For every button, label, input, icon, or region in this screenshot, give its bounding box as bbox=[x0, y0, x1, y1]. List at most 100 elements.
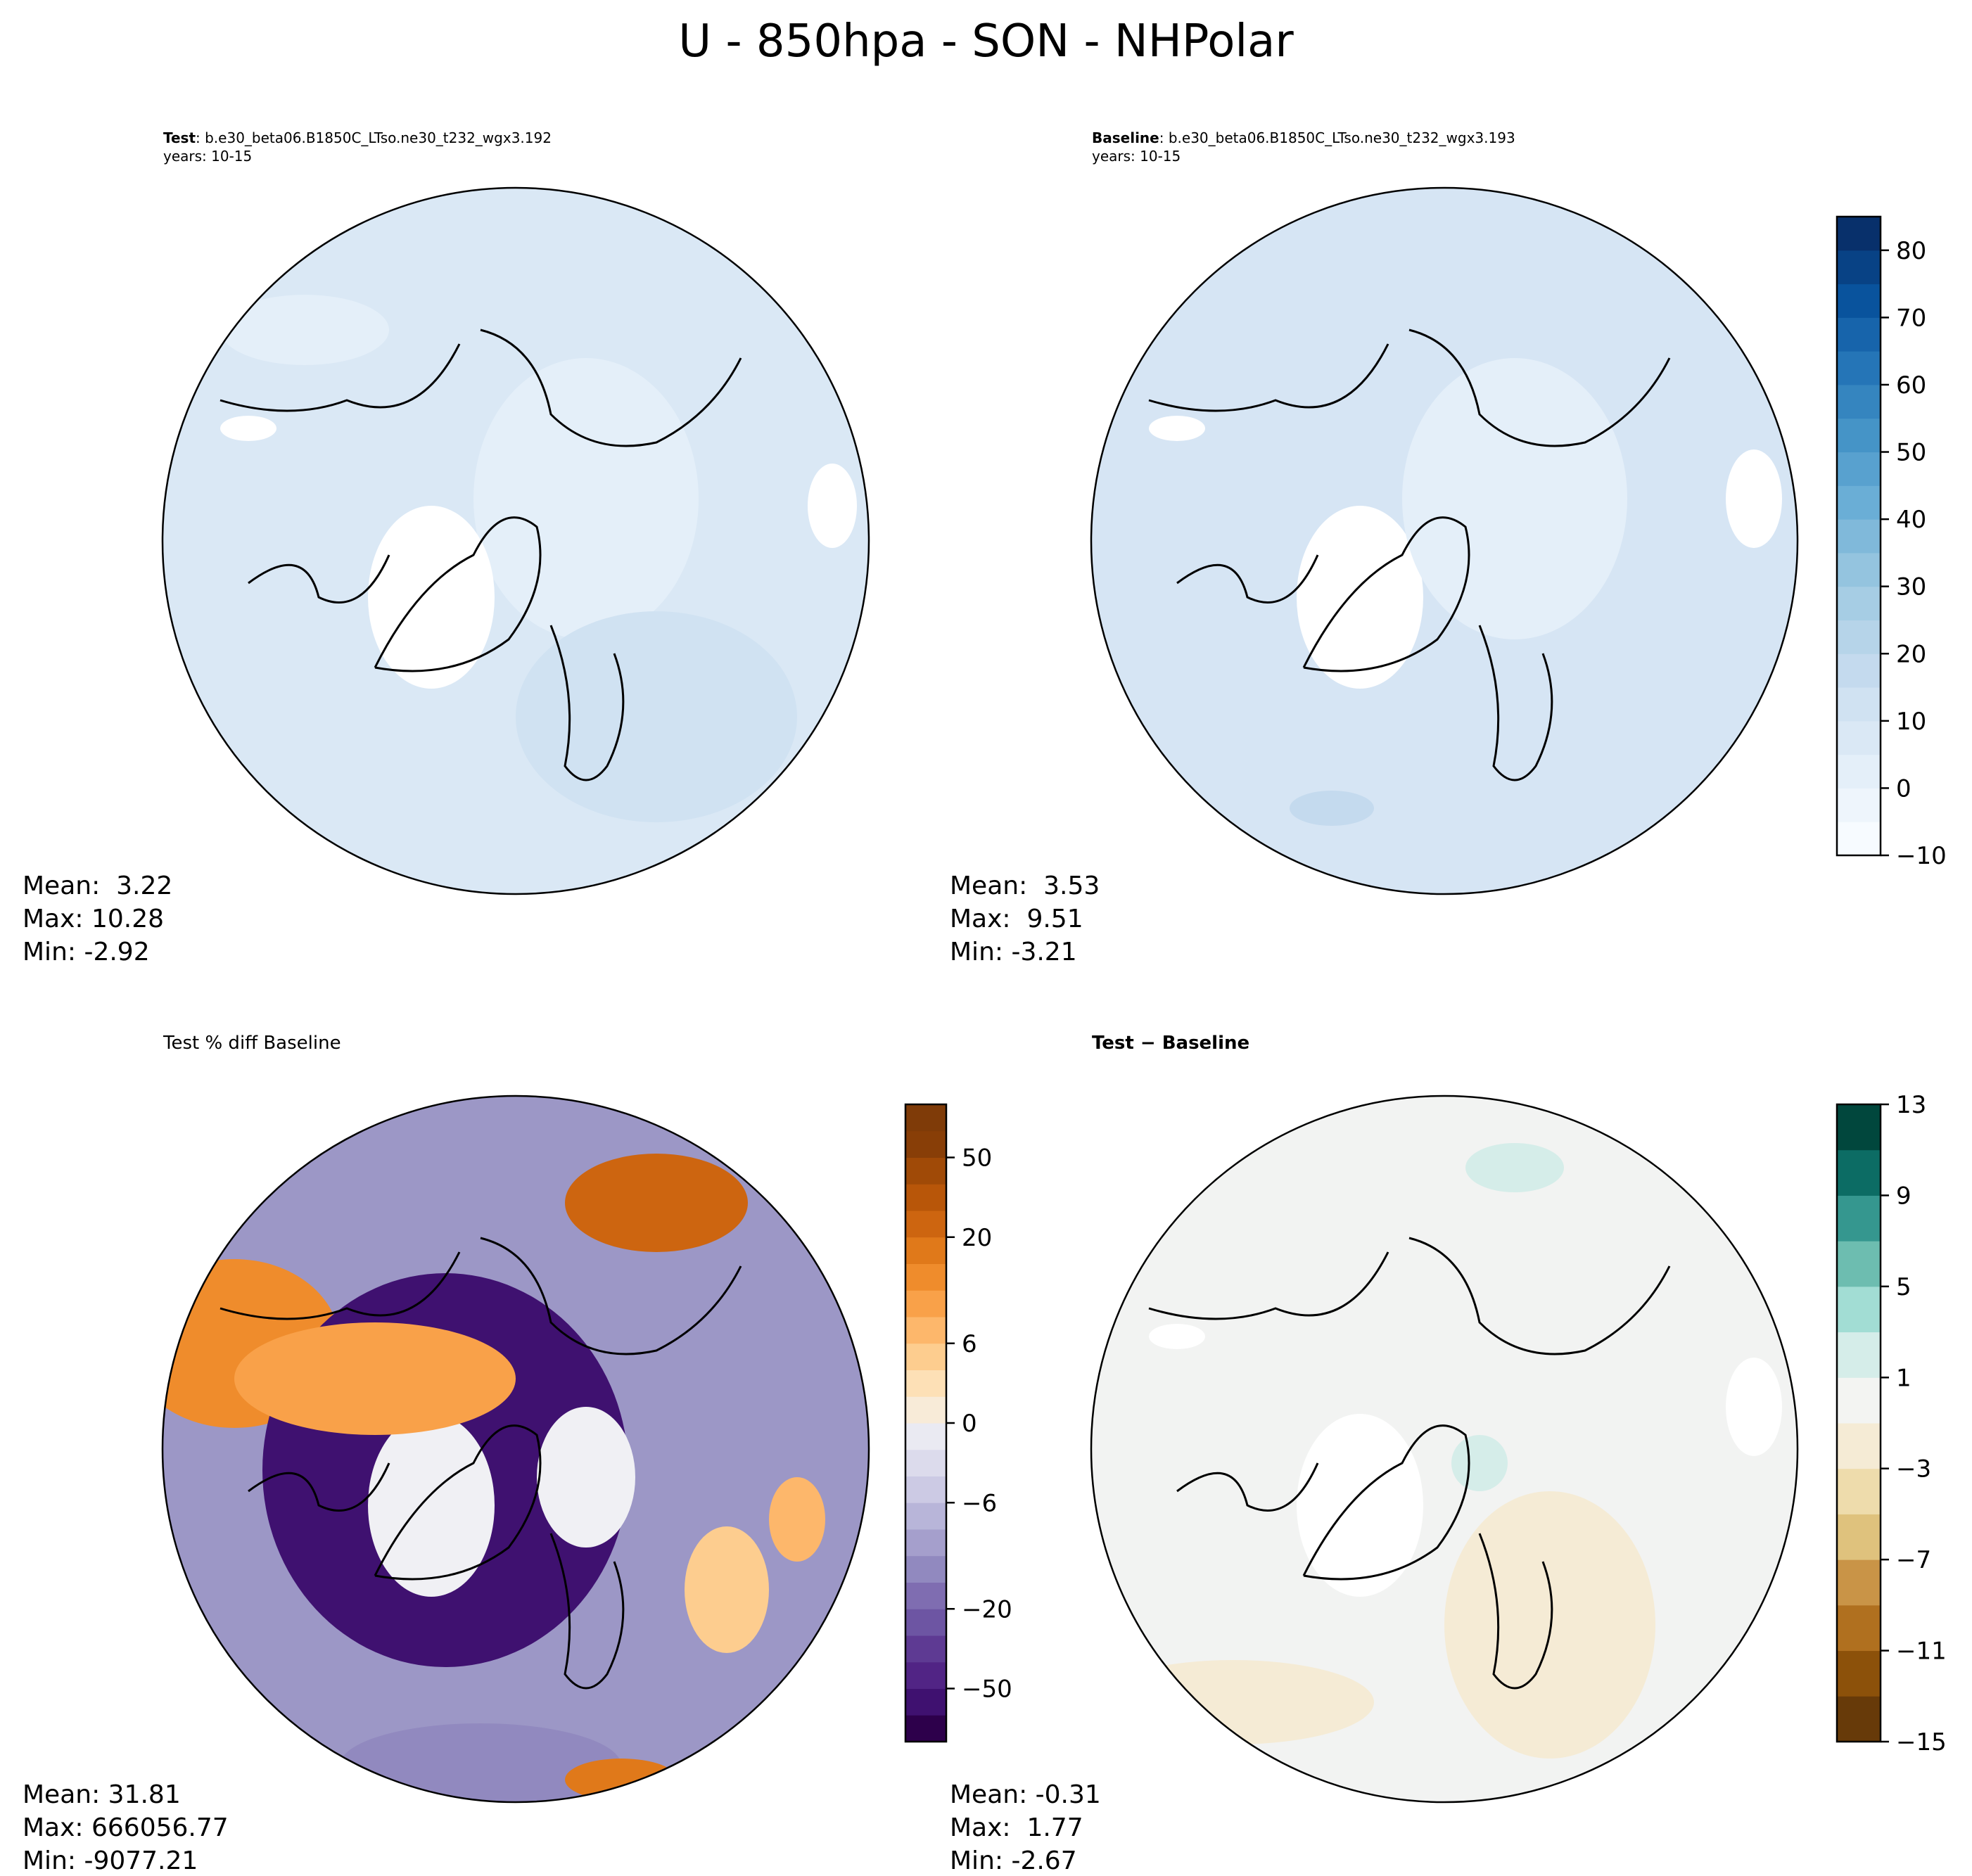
colorbar-tick-label: 0 bbox=[1896, 774, 1911, 803]
colorbar-band bbox=[1837, 519, 1881, 554]
baseline-case-name: : b.e30_beta06.B1850C_LTso.ne30_t232_wgx… bbox=[1159, 129, 1515, 146]
colorbar-band bbox=[1837, 452, 1881, 486]
stat-min: Min: -2.92 bbox=[23, 938, 150, 966]
stat-max: Max: 666056.77 bbox=[23, 1813, 229, 1842]
stat-max: Max: 1.77 bbox=[950, 1813, 1083, 1842]
contour-region bbox=[234, 1322, 516, 1435]
colorbar-pct: −50 −20 −6 0 6 20 50 bbox=[904, 1103, 1012, 1743]
colorbar-band bbox=[1837, 283, 1881, 318]
colorbar-band bbox=[1837, 788, 1881, 822]
colorbar-tick-label: −15 bbox=[1896, 1728, 1947, 1756]
contour-region bbox=[1149, 416, 1205, 441]
colorbar-main: −10 0 10 20 30 40 50 60 70 80 bbox=[1836, 215, 1947, 870]
stat-min: Min: -3.21 bbox=[950, 938, 1077, 966]
contour-region bbox=[1297, 1414, 1423, 1597]
colorbar-tick-label: 50 bbox=[1896, 439, 1926, 467]
colorbar-band bbox=[905, 1317, 946, 1344]
colorbar-tick-label: −3 bbox=[1896, 1455, 1931, 1483]
colorbar-band bbox=[905, 1157, 946, 1185]
colorbar-band bbox=[1837, 552, 1881, 587]
colorbar-band bbox=[905, 1370, 946, 1397]
pctdiff-map bbox=[161, 1095, 870, 1804]
colorbar-diff: −15 −11 −7 −3 1 5 9 13 bbox=[1836, 1091, 1947, 1756]
colorbar-band bbox=[905, 1343, 946, 1370]
pctdiff-map-boundary bbox=[161, 1095, 870, 1804]
colorbar-band bbox=[905, 1130, 946, 1158]
colorbar-band bbox=[905, 1423, 946, 1450]
contour-region bbox=[1297, 506, 1423, 689]
figure-title: U - 850hpa - SON - NHPolar bbox=[678, 15, 1294, 68]
colorbar-tick-label: 20 bbox=[1896, 640, 1926, 668]
colorbar-band bbox=[1837, 1195, 1881, 1242]
baseline-subtitle: Baseline: b.e30_beta06.B1850C_LTso.ne30_… bbox=[1092, 129, 1515, 165]
test-map-boundary bbox=[161, 186, 870, 895]
pctdiff-stats: Mean: 31.81 Max: 666056.77 Min: -9077.21 bbox=[23, 1778, 229, 1876]
colorbar-band bbox=[905, 1184, 946, 1211]
contour-region bbox=[340, 1723, 621, 1802]
colorbar-band bbox=[1837, 1332, 1881, 1378]
colorbar-frame bbox=[1836, 1103, 1882, 1743]
diff-stats: Mean: -0.31 Max: 1.77 Min: -2.67 bbox=[950, 1778, 1101, 1876]
colorbar-band bbox=[905, 1290, 946, 1317]
colorbar-band bbox=[1837, 317, 1881, 352]
baseline-label: Baseline bbox=[1092, 129, 1159, 146]
contour-region bbox=[537, 1407, 635, 1548]
test-case-name: : b.e30_beta06.B1850C_LTso.ne30_t232_wgx… bbox=[196, 129, 552, 146]
coastline bbox=[1148, 328, 1671, 781]
colorbar-band bbox=[1837, 720, 1881, 755]
coastline bbox=[220, 1237, 742, 1690]
colorbar-band bbox=[1837, 822, 1881, 856]
contour-region bbox=[769, 1477, 825, 1562]
baseline-map-boundary bbox=[1090, 186, 1799, 895]
contour-region bbox=[808, 464, 857, 548]
colorbar-tick-label: 60 bbox=[1896, 371, 1926, 400]
colorbar-band bbox=[1837, 620, 1881, 654]
contour-region bbox=[368, 1414, 495, 1597]
colorbar-band bbox=[1837, 653, 1881, 688]
colorbar-band bbox=[1837, 418, 1881, 453]
diff-subtitle: Test − Baseline bbox=[1092, 1033, 1250, 1054]
stat-max: Max: 10.28 bbox=[23, 905, 165, 933]
contour-region bbox=[1444, 1491, 1655, 1759]
colorbar-band bbox=[1837, 217, 1881, 251]
colorbar-tick-label: 70 bbox=[1896, 304, 1926, 332]
stat-mean: Mean: 31.81 bbox=[23, 1780, 181, 1809]
contour-region bbox=[1726, 1358, 1782, 1456]
colorbar-band bbox=[1837, 1514, 1881, 1560]
colorbar-band bbox=[905, 1688, 946, 1716]
colorbar-tick-label: −6 bbox=[962, 1489, 997, 1517]
test-stats: Mean: 3.22 Max: 10.28 Min: -2.92 bbox=[23, 869, 172, 969]
colorbar-tick-label: 10 bbox=[1896, 708, 1926, 736]
colorbar-band bbox=[905, 1661, 946, 1689]
stat-max: Max: 9.51 bbox=[950, 905, 1083, 933]
contour-region bbox=[1149, 1324, 1205, 1349]
colorbar-frame bbox=[1836, 215, 1882, 857]
colorbar-band bbox=[905, 1104, 946, 1132]
contour-region bbox=[368, 506, 495, 689]
pctdiff-subtitle: Test % diff Baseline bbox=[163, 1033, 341, 1054]
baseline-map bbox=[1090, 186, 1799, 895]
colorbar-tick-label: 1 bbox=[1896, 1364, 1911, 1392]
colorbar-tick-label: 80 bbox=[1896, 237, 1926, 265]
colorbar-band bbox=[905, 1449, 946, 1476]
colorbar-band bbox=[1837, 1286, 1881, 1333]
contour-region bbox=[565, 1154, 748, 1252]
colorbar-band bbox=[1837, 1241, 1881, 1287]
contour-region bbox=[1402, 358, 1627, 639]
stat-mean: Mean: -0.31 bbox=[950, 1780, 1101, 1809]
colorbar-band bbox=[1837, 586, 1881, 620]
colorbar-tick-label: 13 bbox=[1896, 1091, 1926, 1119]
colorbar-tick-label: 20 bbox=[962, 1224, 992, 1252]
contour-region bbox=[220, 416, 276, 441]
coastline bbox=[1148, 1237, 1671, 1690]
test-subtitle: Test: b.e30_beta06.B1850C_LTso.ne30_t232… bbox=[163, 129, 552, 165]
stat-mean: Mean: 3.22 bbox=[23, 872, 173, 900]
stat-mean: Mean: 3.53 bbox=[950, 872, 1100, 900]
colorbar-band bbox=[905, 1396, 946, 1424]
colorbar-tick-label: −11 bbox=[1896, 1638, 1947, 1666]
colorbar-band bbox=[905, 1715, 946, 1742]
test-map bbox=[161, 186, 870, 895]
colorbar-band bbox=[1837, 1468, 1881, 1514]
colorbar-tick-label: −50 bbox=[962, 1676, 1012, 1704]
